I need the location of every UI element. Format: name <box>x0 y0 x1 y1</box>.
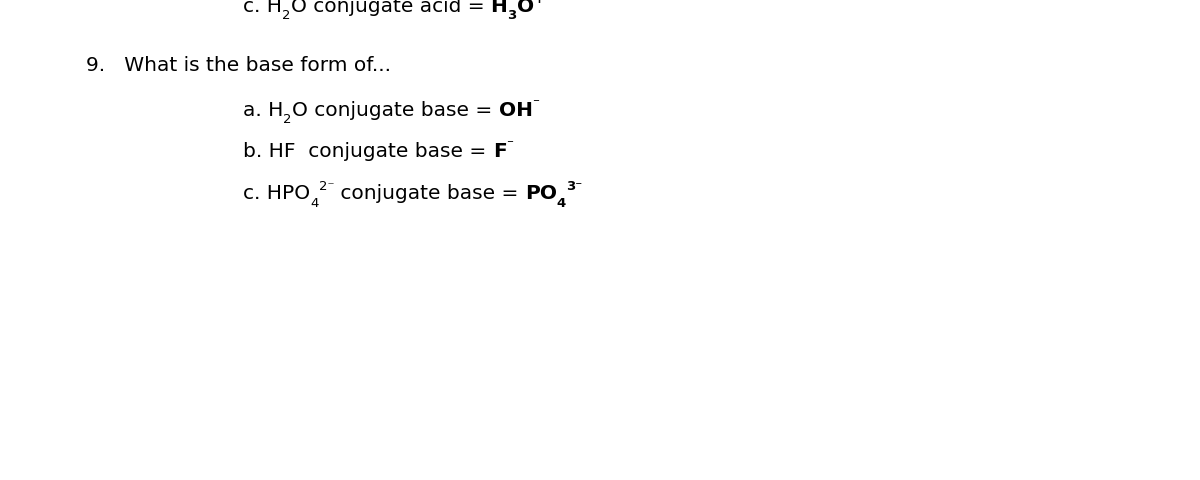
Text: c. HPO: c. HPO <box>244 184 310 203</box>
Text: b. HF  conjugate base =: b. HF conjugate base = <box>244 142 493 161</box>
Text: 4: 4 <box>310 196 318 209</box>
Text: conjugate base =: conjugate base = <box>334 184 524 203</box>
Text: H: H <box>491 0 508 15</box>
Text: 2⁻: 2⁻ <box>318 180 334 192</box>
Text: ⁻: ⁻ <box>506 138 514 151</box>
Text: F: F <box>493 142 506 161</box>
Text: O: O <box>517 0 534 15</box>
Text: ⁻: ⁻ <box>533 96 540 109</box>
Text: 3⁻: 3⁻ <box>566 180 582 192</box>
Text: 9.   What is the base form of...: 9. What is the base form of... <box>86 56 391 75</box>
Text: PO: PO <box>524 184 557 203</box>
Text: OH: OH <box>498 100 533 120</box>
Text: c. H: c. H <box>244 0 282 15</box>
Text: 3: 3 <box>508 9 517 22</box>
Text: +: + <box>534 0 545 5</box>
Text: 2: 2 <box>282 9 290 22</box>
Text: O conjugate base =: O conjugate base = <box>292 100 498 120</box>
Text: O conjugate acid =: O conjugate acid = <box>290 0 491 15</box>
Text: 4: 4 <box>557 196 566 209</box>
Text: a. H: a. H <box>244 100 283 120</box>
Text: 2: 2 <box>283 113 292 126</box>
